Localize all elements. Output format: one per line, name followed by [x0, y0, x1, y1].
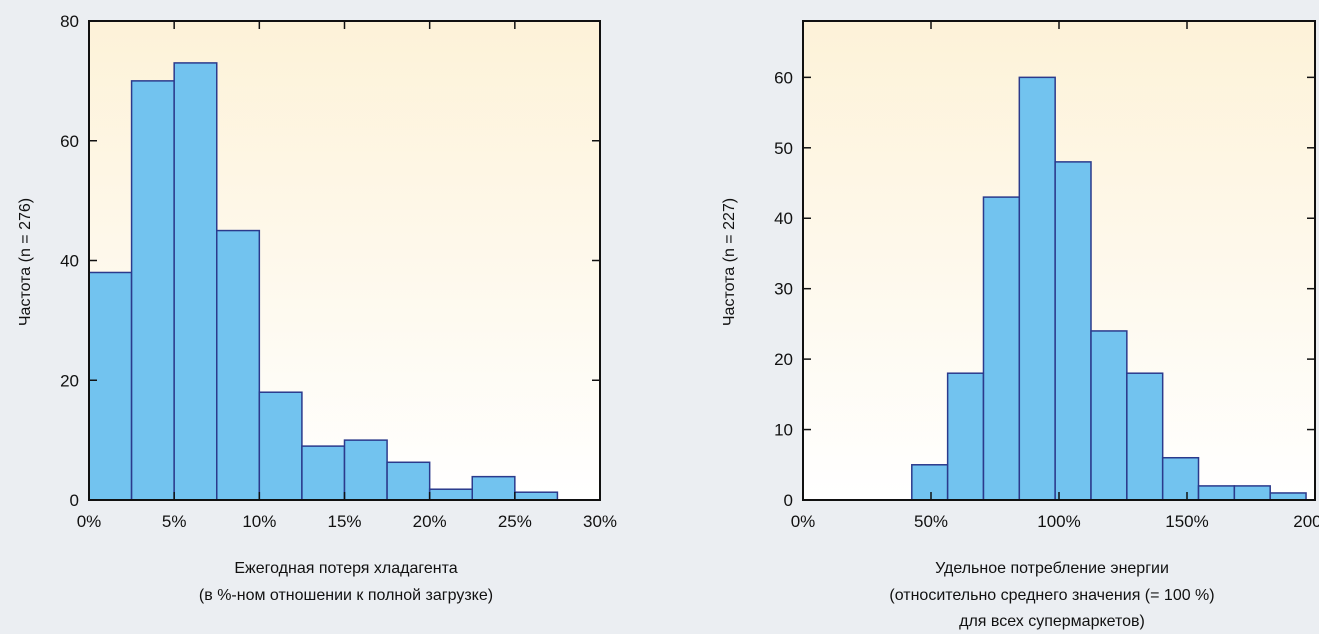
- x-tick-label: 0%: [77, 512, 102, 531]
- y-tick-label: 50: [774, 139, 793, 158]
- chart-energy-consumption: 0% 50% 100% 150% 200% 0 10 20 30 40 50 60 Частота (…: [721, 20, 1319, 630]
- axes: 0% 50% 100% 150% 200% 0 10 20 30 40 50 60: [774, 20, 1319, 531]
- x-axis-title-line-2: (относительно среднего значения (= 100 %…: [889, 587, 1214, 604]
- bar-2: [173, 62, 218, 501]
- bar-5: [1090, 330, 1128, 501]
- bar-4: [258, 391, 303, 501]
- bar-1: [946, 372, 985, 501]
- x-tick-label: 15%: [327, 512, 361, 531]
- y-tick-label: 10: [774, 421, 793, 440]
- x-tick-label: 150%: [1165, 512, 1208, 531]
- bar-8: [1197, 485, 1236, 501]
- bar-4: [1054, 161, 1092, 501]
- bar-1: [130, 80, 175, 501]
- bar-8: [428, 488, 473, 501]
- x-tick-label: 5%: [162, 512, 187, 531]
- bars: [88, 62, 559, 501]
- x-axis-title-line-1: Удельное потребление энергии: [935, 560, 1169, 577]
- bar-3: [1018, 76, 1056, 501]
- x-tick-label: 10%: [242, 512, 276, 531]
- bar-9: [1233, 485, 1271, 501]
- bar-10: [514, 491, 559, 501]
- bars: [911, 76, 1307, 501]
- x-tick-label: 50%: [914, 512, 948, 531]
- chart-refrigerant-loss: 0% 5% 10% 15% 20% 25% 30% 0 20 40 60 80 Частота (n …: [17, 12, 617, 604]
- y-tick-label: 0: [70, 491, 79, 510]
- x-axis-title-line-1: Ежегодная потеря хладагента: [234, 560, 457, 577]
- bar-7: [1161, 456, 1200, 501]
- bar-10: [1269, 492, 1307, 501]
- bar-2: [982, 196, 1021, 501]
- y-tick-label: 40: [60, 252, 79, 271]
- bar-9: [471, 475, 516, 501]
- x-tick-label: 20%: [413, 512, 447, 531]
- y-tick-label: 60: [60, 132, 79, 151]
- x-tick-label: 0%: [791, 512, 816, 531]
- y-tick-label: 40: [774, 209, 793, 228]
- y-tick-label: 20: [774, 350, 793, 369]
- y-tick-label: 80: [60, 12, 79, 31]
- y-axis-title: Частота (n = 227): [721, 198, 738, 326]
- x-axis-title-line-3: для всех супермаркетов): [959, 613, 1145, 630]
- x-axis-title-line-2: (в %-ном отношении к полной загрузке): [199, 587, 493, 604]
- bar-3: [216, 229, 261, 501]
- y-tick-label: 60: [774, 68, 793, 87]
- axes: 0% 5% 10% 15% 20% 25% 30% 0 20 40 60 80: [60, 12, 617, 531]
- y-axis-title: Частота (n = 276): [17, 198, 34, 326]
- bar-6: [343, 439, 388, 501]
- y-tick-label: 30: [774, 280, 793, 299]
- bar-6: [1126, 372, 1164, 501]
- x-tick-label: 30%: [583, 512, 617, 531]
- bar-5: [301, 445, 346, 501]
- y-tick-label: 0: [784, 491, 793, 510]
- x-tick-label: 200%: [1293, 512, 1319, 531]
- bar-7: [386, 461, 431, 501]
- x-tick-label: 25%: [498, 512, 532, 531]
- y-tick-label: 20: [60, 371, 79, 390]
- bar-0: [911, 464, 949, 501]
- bar-0: [88, 271, 133, 501]
- x-tick-label: 100%: [1037, 512, 1080, 531]
